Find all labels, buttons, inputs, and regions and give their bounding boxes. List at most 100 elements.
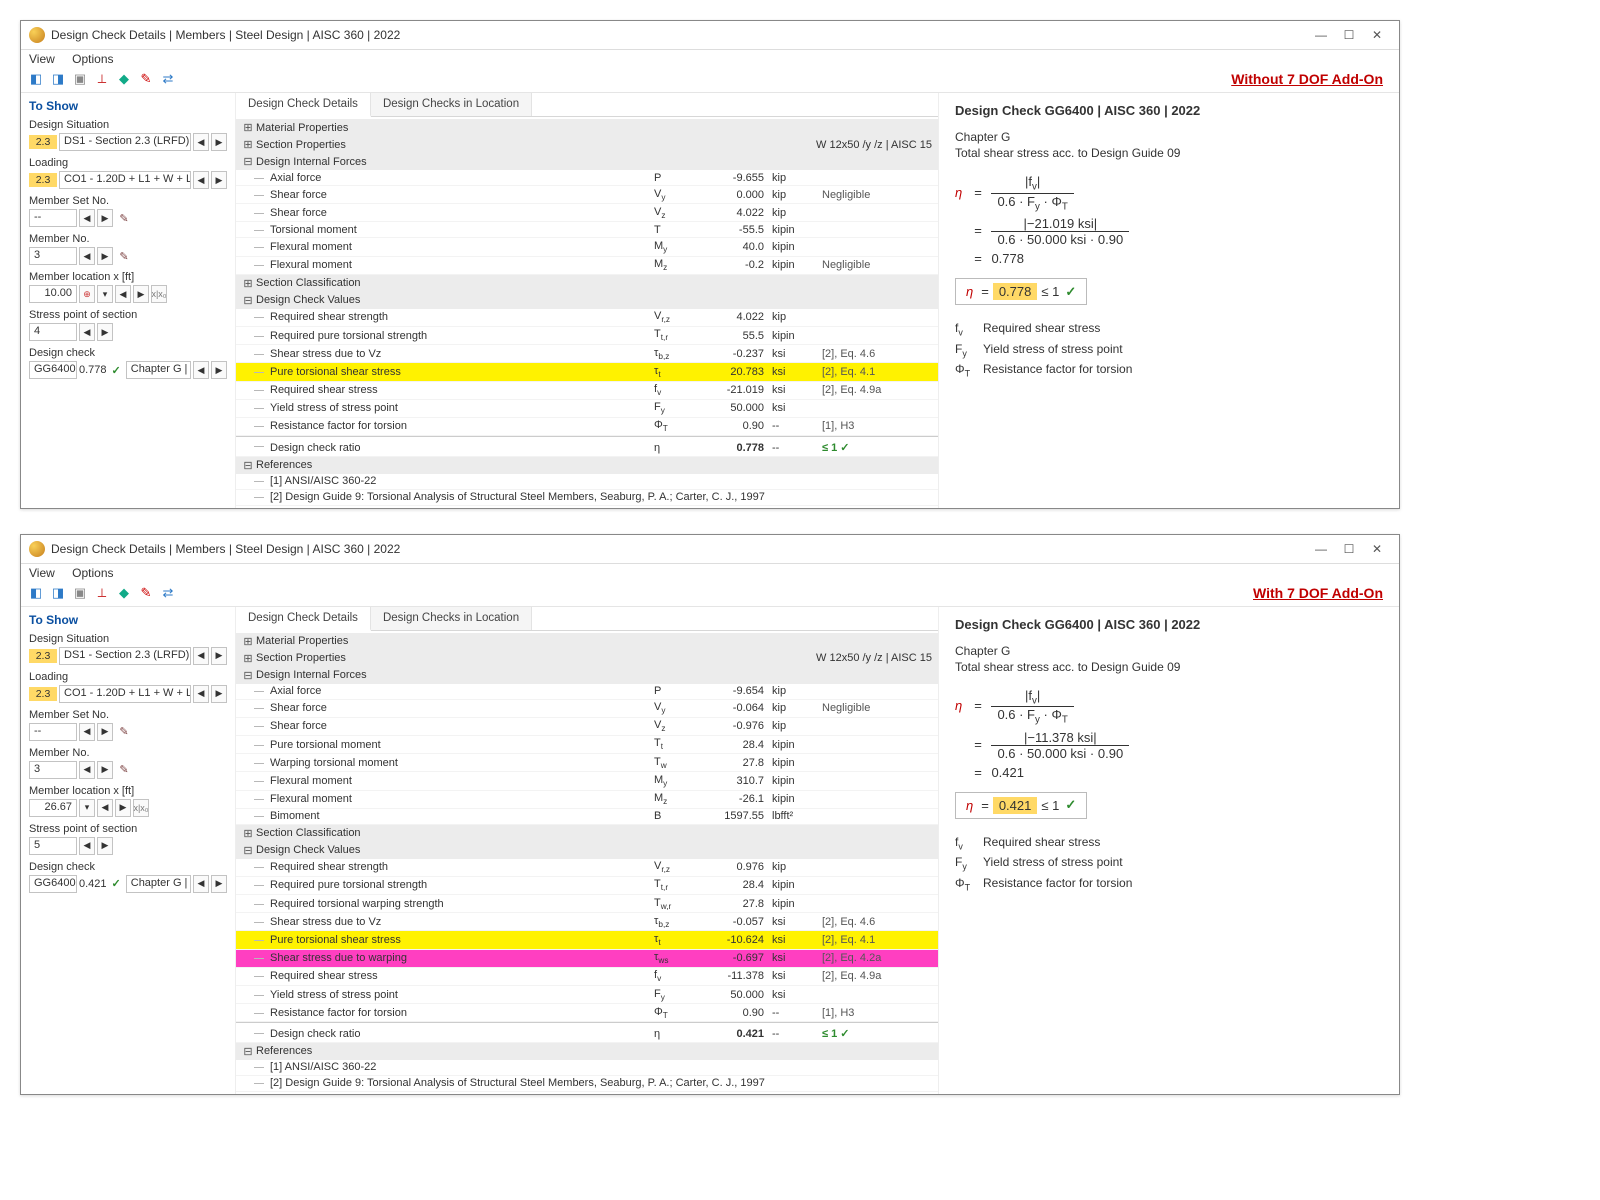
- window-title: Design Check Details | Members | Steel D…: [51, 542, 400, 556]
- x-over-x0-button[interactable]: x|x₀: [133, 799, 149, 817]
- tree-design-check-values[interactable]: ⊟Design Check Values: [236, 292, 938, 309]
- toolbar-icon-1[interactable]: ◧: [27, 584, 45, 602]
- tab-details[interactable]: Design Check Details: [236, 607, 371, 631]
- toolbar-icon-6[interactable]: ✎: [137, 584, 155, 602]
- nav-prev[interactable]: ◀: [193, 133, 209, 151]
- member-set-select[interactable]: --: [29, 723, 77, 741]
- member-no-select[interactable]: 3: [29, 247, 77, 265]
- tree-design-check-values[interactable]: ⊟Design Check Values: [236, 842, 938, 859]
- menu-options[interactable]: Options: [72, 52, 113, 66]
- toolbar-icon-1[interactable]: ◧: [27, 70, 45, 88]
- stress-point-select[interactable]: 4: [29, 323, 77, 341]
- location-anchor[interactable]: ⊕: [79, 285, 95, 303]
- nav-prev[interactable]: ◀: [79, 323, 95, 341]
- table-row: Flexural momentMy310.7kipin: [236, 772, 938, 790]
- maximize-button[interactable]: ☐: [1335, 542, 1363, 556]
- toolbar-icon-4[interactable]: ⟂: [93, 70, 111, 88]
- toolbar-icon-7[interactable]: ⇄: [159, 70, 177, 88]
- window-with-addon: Design Check Details | Members | Steel D…: [20, 534, 1400, 1095]
- nav-next[interactable]: ▶: [211, 171, 227, 189]
- toolbar-icon-5[interactable]: ◆: [115, 584, 133, 602]
- design-check-label: Design check: [29, 347, 227, 359]
- minimize-button[interactable]: —: [1307, 28, 1335, 42]
- toolbar-icon-2[interactable]: ◨: [49, 70, 67, 88]
- nav-next[interactable]: ▶: [133, 285, 149, 303]
- loading-select[interactable]: CO1 - 1.20D + L1 + W + L2: [59, 685, 191, 703]
- design-situation-select[interactable]: DS1 - Section 2.3 (LRFD), 1. …: [59, 133, 191, 151]
- tree-section-properties[interactable]: ⊞Section PropertiesW 12x50 /y /z | AISC …: [236, 136, 938, 153]
- loading-select[interactable]: CO1 - 1.20D + L1 + W + L2: [59, 171, 191, 189]
- table-row: Shear stress due to warpingτws-0.697ksi[…: [236, 949, 938, 967]
- rp-value: η= 0.778: [955, 251, 1383, 266]
- rp-legend: fvRequired shear stress FyYield stress o…: [955, 321, 1383, 378]
- rp-result-box: η= 0.778 ≤ 1 ✓: [955, 278, 1087, 305]
- toolbar-icon-3[interactable]: ▣: [71, 70, 89, 88]
- close-button[interactable]: ✕: [1363, 28, 1391, 42]
- nav-next[interactable]: ▶: [97, 209, 113, 227]
- rp-title: Design Check GG6400 | AISC 360 | 2022: [955, 103, 1383, 118]
- menu-view[interactable]: View: [29, 566, 55, 580]
- menu-options[interactable]: Options: [72, 566, 113, 580]
- dcv-table: Required shear strengthVr,z4.022kipRequi…: [236, 309, 938, 436]
- pick-icon[interactable]: ✎: [115, 247, 133, 265]
- toolbar-icon-5[interactable]: ◆: [115, 70, 133, 88]
- member-set-select[interactable]: --: [29, 209, 77, 227]
- table-row: Axial forceP-9.655kip: [236, 170, 938, 186]
- tree-material-properties[interactable]: ⊞Material Properties: [236, 119, 938, 136]
- tab-details[interactable]: Design Check Details: [236, 93, 371, 117]
- menu-view[interactable]: View: [29, 52, 55, 66]
- nav-prev[interactable]: ◀: [193, 171, 209, 189]
- member-set-label: Member Set No.: [29, 195, 227, 207]
- tree-section-properties[interactable]: ⊞Section PropertiesW 12x50 /y /z | AISC …: [236, 650, 938, 667]
- titlebar: Design Check Details | Members | Steel D…: [21, 21, 1399, 50]
- tree-section-classification[interactable]: ⊞Section Classification: [236, 825, 938, 842]
- window-title: Design Check Details | Members | Steel D…: [51, 28, 400, 42]
- tree-design-internal-forces[interactable]: ⊟Design Internal Forces: [236, 153, 938, 170]
- nav-prev[interactable]: ◀: [79, 209, 95, 227]
- app-icon: [29, 541, 45, 557]
- toolbar-icon-3[interactable]: ▣: [71, 584, 89, 602]
- minimize-button[interactable]: —: [1307, 542, 1335, 556]
- toolbar-icon-2[interactable]: ◨: [49, 584, 67, 602]
- design-check-select[interactable]: Chapter G | T…: [126, 875, 191, 893]
- app-icon: [29, 27, 45, 43]
- nav-next[interactable]: ▶: [97, 247, 113, 265]
- nav-down[interactable]: ▾: [97, 285, 113, 303]
- nav-next[interactable]: ▶: [211, 361, 227, 379]
- table-row: Flexural momentMy40.0kipin: [236, 238, 938, 256]
- loading-label: Loading: [29, 157, 227, 169]
- pick-icon[interactable]: ✎: [115, 723, 133, 741]
- member-no-select[interactable]: 3: [29, 761, 77, 779]
- tab-in-location[interactable]: Design Checks in Location: [371, 93, 532, 116]
- location-input[interactable]: 10.00: [29, 285, 77, 303]
- pick-icon[interactable]: ✎: [115, 761, 133, 779]
- close-button[interactable]: ✕: [1363, 542, 1391, 556]
- nav-prev[interactable]: ◀: [79, 247, 95, 265]
- nav-next[interactable]: ▶: [97, 323, 113, 341]
- nav-prev[interactable]: ◀: [193, 361, 209, 379]
- tree-references[interactable]: ⊟References: [236, 457, 938, 474]
- nav-prev[interactable]: ◀: [115, 285, 131, 303]
- tree-material-properties[interactable]: ⊞Material Properties: [236, 633, 938, 650]
- tabs: Design Check Details Design Checks in Lo…: [236, 93, 938, 117]
- check-ok-icon: ✓: [112, 877, 121, 890]
- nav-next[interactable]: ▶: [211, 133, 227, 151]
- tree-section-classification[interactable]: ⊞Section Classification: [236, 275, 938, 292]
- table-row: Shear forceVz4.022kip: [236, 204, 938, 222]
- location-input[interactable]: 26.67: [29, 799, 77, 817]
- check-ok-icon: ✓: [112, 364, 121, 377]
- tab-in-location[interactable]: Design Checks in Location: [371, 607, 532, 630]
- titlebar: Design Check Details | Members | Steel D…: [21, 535, 1399, 564]
- rp-substitution: η= |−21.019 ksi|0.6 · 50.000 ksi · 0.90: [955, 216, 1383, 247]
- toolbar-icon-7[interactable]: ⇄: [159, 584, 177, 602]
- tree-design-internal-forces[interactable]: ⊟Design Internal Forces: [236, 667, 938, 684]
- design-situation-select[interactable]: DS1 - Section 2.3 (LRFD), 1. …: [59, 647, 191, 665]
- stress-point-select[interactable]: 5: [29, 837, 77, 855]
- toolbar-icon-4[interactable]: ⟂: [93, 584, 111, 602]
- maximize-button[interactable]: ☐: [1335, 28, 1363, 42]
- x-over-x0-button[interactable]: x|x₀: [151, 285, 167, 303]
- tree-references[interactable]: ⊟References: [236, 1043, 938, 1060]
- pick-icon[interactable]: ✎: [115, 209, 133, 227]
- design-check-select[interactable]: Chapter G | T…: [126, 361, 191, 379]
- toolbar-icon-6[interactable]: ✎: [137, 70, 155, 88]
